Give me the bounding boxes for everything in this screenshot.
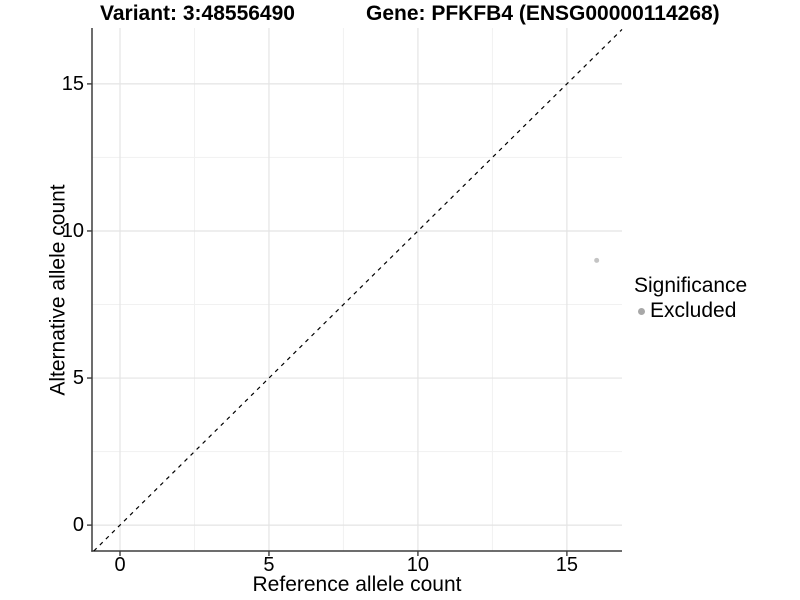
y-tick-label: 5: [72, 367, 84, 390]
identity-dashed-line: [93, 29, 623, 552]
data-point: [594, 257, 600, 263]
legend: Significance Excluded: [634, 273, 747, 323]
legend-point-icon: [638, 307, 645, 315]
gene-title: Gene: PFKFB4 (ENSG00000114268): [366, 2, 720, 25]
y-tick-label: 15: [61, 72, 84, 95]
x-tick-label: 10: [406, 554, 430, 576]
y-axis-title: Alternative allele count: [46, 184, 70, 396]
legend-item-label: Excluded: [650, 299, 737, 322]
x-tick-label: 0: [114, 554, 126, 576]
variant-title: Variant: 3:48556490: [100, 2, 295, 25]
x-tick-label: 15: [555, 554, 578, 576]
x-tick-label: 5: [263, 554, 275, 576]
legend-title: Significance: [634, 274, 748, 297]
legend-item-excluded: Excluded: [634, 299, 747, 323]
y-tick-label: 10: [61, 219, 84, 242]
x-axis-title: Reference allele count: [252, 573, 462, 596]
y-tick-label: 0: [72, 514, 84, 537]
